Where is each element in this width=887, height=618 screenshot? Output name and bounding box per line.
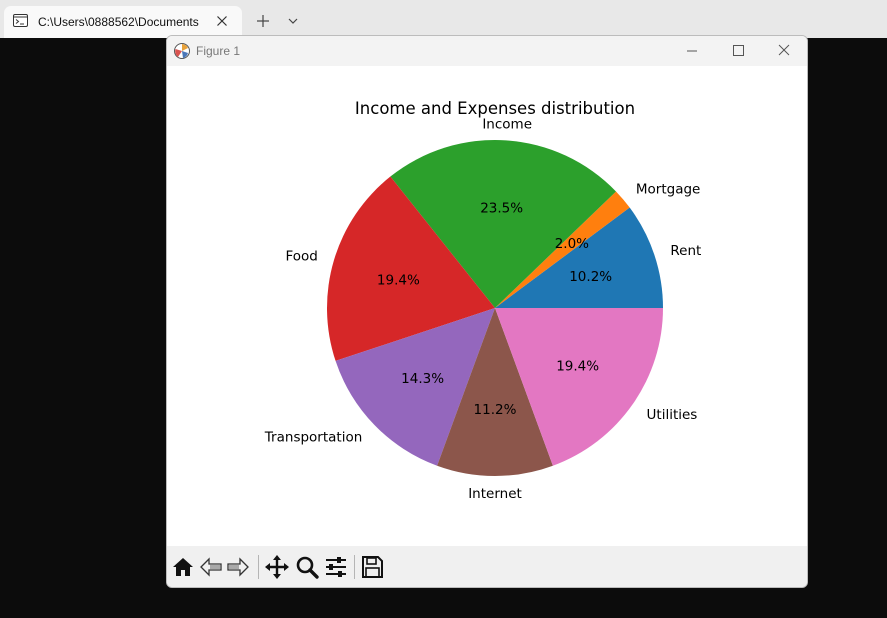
figure-window: Figure 1 Income and Expenses distributio… — [166, 35, 808, 588]
slice-percent-label: 23.5% — [480, 200, 523, 216]
maximize-icon[interactable] — [715, 36, 761, 66]
toolbar-separator — [258, 555, 259, 579]
slice-percent-label: 19.4% — [377, 272, 420, 288]
pie-slice-transportation — [335, 308, 495, 466]
close-icon[interactable] — [761, 36, 807, 66]
slice-category-label: Utilities — [647, 407, 698, 423]
pie-slice-mortgage — [495, 191, 630, 308]
terminal-tab-strip: C:\Users\0888562\Documents — [0, 0, 887, 38]
terminal-icon — [13, 14, 28, 27]
close-tab-icon[interactable] — [213, 12, 231, 30]
window-title: Figure 1 — [196, 44, 241, 58]
configure-subplots-icon[interactable] — [323, 554, 349, 580]
tab-title: C:\Users\0888562\Documents — [38, 15, 199, 29]
slice-category-label: Income — [482, 117, 532, 133]
slice-percent-label: 2.0% — [555, 236, 589, 252]
home-icon[interactable] — [170, 554, 196, 580]
pie-slice-internet — [437, 308, 553, 476]
back-arrow-icon[interactable] — [198, 554, 224, 580]
new-tab-button[interactable] — [253, 11, 273, 31]
pie-slice-income — [390, 140, 617, 308]
pie-slice-rent — [495, 207, 663, 308]
slice-percent-label: 19.4% — [556, 359, 599, 375]
pie-chart: Income and Expenses distribution 10.2% Re… — [264, 99, 702, 502]
slice-category-label: Food — [285, 248, 317, 264]
navigation-toolbar — [167, 546, 807, 587]
pie-slice-food — [327, 176, 495, 361]
pie-slice-utilities — [495, 308, 663, 466]
toolbar-separator — [354, 555, 355, 579]
slice-category-label: Mortgage — [636, 181, 700, 197]
pan-move-icon[interactable] — [264, 554, 290, 580]
zoom-magnifier-icon[interactable] — [294, 554, 320, 580]
matplotlib-icon — [174, 43, 190, 59]
chart-title: Income and Expenses distribution — [355, 99, 635, 118]
slice-category-label: Transportation — [264, 430, 362, 446]
slice-percent-label: 14.3% — [401, 371, 444, 387]
slice-percent-label: 10.2% — [569, 269, 612, 285]
tab-dropdown-chevron-down-icon[interactable] — [284, 11, 302, 31]
slice-category-label: Internet — [468, 486, 522, 502]
plot-canvas[interactable]: Income and Expenses distribution 10.2% Re… — [167, 66, 807, 546]
forward-arrow-icon[interactable] — [225, 554, 251, 580]
slice-category-label: Rent — [670, 243, 701, 259]
save-floppy-icon[interactable] — [359, 554, 385, 580]
window-titlebar[interactable]: Figure 1 — [167, 36, 807, 66]
slice-percent-label: 11.2% — [474, 402, 517, 418]
terminal-tab[interactable]: C:\Users\0888562\Documents — [4, 6, 242, 38]
minimize-icon[interactable] — [669, 36, 715, 66]
